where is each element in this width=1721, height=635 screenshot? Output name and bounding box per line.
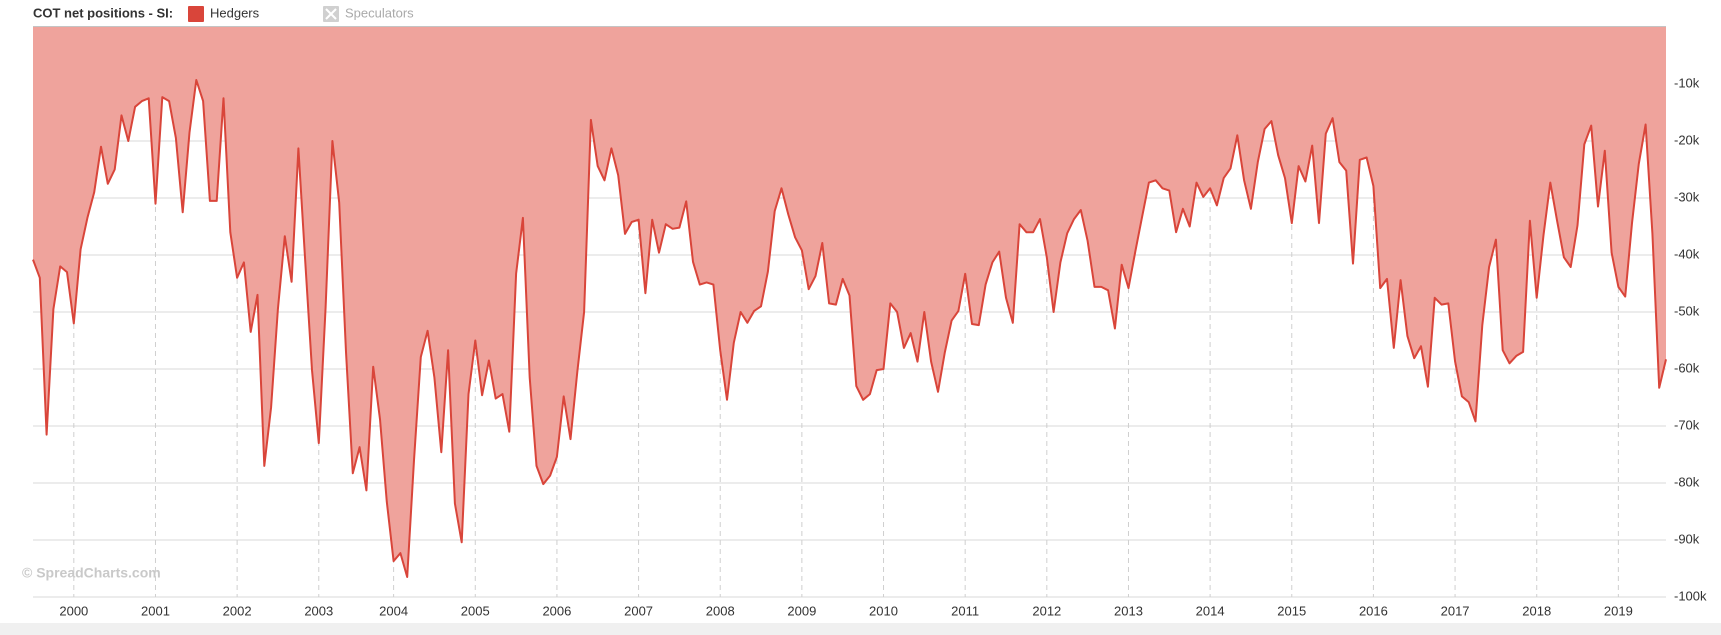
x-tick-label: 2008 [706,603,735,618]
x-tick-label: 2013 [1114,603,1143,618]
x-tick-label: 2007 [624,603,653,618]
x-tick-label: 2000 [59,603,88,618]
x-tick-label: 2012 [1032,603,1061,618]
x-tick-label: 2011 [951,603,979,618]
x-tick-label: 2009 [787,603,816,618]
x-tick-label: 2006 [542,603,571,618]
y-tick-label: -60k [1674,360,1700,375]
legend-swatch [188,6,204,22]
x-tick-label: 2016 [1359,603,1388,618]
chart-title: COT net positions - SI: [33,5,173,20]
watermark: © SpreadCharts.com [22,565,161,581]
x-tick-label: 2002 [223,603,252,618]
y-tick-label: -50k [1674,303,1700,318]
x-tick-label: 2003 [304,603,333,618]
bottom-strip [0,623,1721,635]
y-tick-label: -100k [1674,588,1707,603]
x-tick-label: 2004 [379,603,408,618]
y-tick-label: -90k [1674,531,1700,546]
x-tick-label: 2015 [1277,603,1306,618]
legend-label: Speculators [345,5,414,20]
x-tick-label: 2018 [1522,603,1551,618]
y-tick-label: -80k [1674,474,1700,489]
y-tick-label: -20k [1674,132,1700,147]
x-tick-label: 2019 [1604,603,1633,618]
y-tick-label: -30k [1674,189,1700,204]
y-tick-label: -70k [1674,417,1700,432]
y-tick-label: -40k [1674,246,1700,261]
line [32,79,1667,578]
x-tick-label: 2014 [1196,603,1225,618]
x-tick-label: 2005 [461,603,490,618]
legend-cross [325,8,337,20]
legend-label: Hedgers [210,5,260,20]
x-tick-label: 2017 [1441,603,1470,618]
x-tick-label: 2001 [141,603,170,618]
x-tick-label: 2010 [869,603,898,618]
y-tick-label: -10k [1674,75,1700,90]
